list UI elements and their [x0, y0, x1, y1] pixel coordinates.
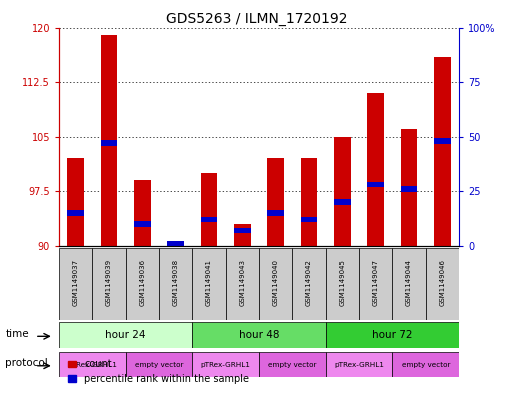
Bar	[401, 186, 418, 192]
Text: GSM1149037: GSM1149037	[73, 259, 78, 306]
Text: GSM1149045: GSM1149045	[340, 259, 345, 306]
Bar	[192, 248, 226, 320]
Text: GSM1149043: GSM1149043	[240, 259, 245, 306]
Bar	[334, 199, 351, 205]
Bar	[226, 248, 259, 320]
Bar	[259, 248, 292, 320]
Bar	[401, 129, 418, 246]
Text: empty vector: empty vector	[402, 362, 450, 367]
Text: protocol: protocol	[5, 358, 48, 368]
Text: GDS5263 / ILMN_1720192: GDS5263 / ILMN_1720192	[166, 12, 347, 26]
Bar	[267, 210, 284, 216]
Bar	[101, 140, 117, 146]
Bar	[92, 248, 126, 320]
Text: GSM1149046: GSM1149046	[440, 259, 445, 306]
Bar	[326, 322, 459, 348]
Bar	[167, 243, 184, 246]
Text: empty vector: empty vector	[135, 362, 183, 367]
Bar	[234, 228, 251, 233]
Text: pTRex-GRHL1: pTRex-GRHL1	[201, 362, 251, 367]
Text: GSM1149041: GSM1149041	[206, 259, 212, 306]
Bar	[126, 352, 192, 377]
Bar	[167, 241, 184, 246]
Bar	[392, 352, 459, 377]
Bar	[259, 352, 326, 377]
Bar	[301, 217, 318, 222]
Text: GSM1149036: GSM1149036	[140, 259, 145, 306]
Bar	[192, 352, 259, 377]
Bar	[101, 35, 117, 246]
Bar	[426, 248, 459, 320]
Bar	[434, 57, 451, 246]
Bar	[59, 352, 126, 377]
Bar	[267, 158, 284, 246]
Bar	[67, 158, 84, 246]
Text: GSM1149038: GSM1149038	[173, 259, 179, 306]
Text: GSM1149039: GSM1149039	[106, 259, 112, 306]
Bar	[326, 352, 392, 377]
Bar	[234, 224, 251, 246]
Text: GSM1149044: GSM1149044	[406, 259, 412, 306]
Bar	[301, 158, 318, 246]
Text: hour 72: hour 72	[372, 330, 412, 340]
Bar	[126, 248, 159, 320]
Bar	[367, 182, 384, 187]
Text: GSM1149042: GSM1149042	[306, 259, 312, 306]
Bar	[201, 173, 218, 246]
Bar	[359, 248, 392, 320]
Bar	[326, 248, 359, 320]
Bar	[392, 248, 426, 320]
Text: GSM1149040: GSM1149040	[273, 259, 279, 306]
Bar	[334, 136, 351, 246]
Bar	[201, 217, 218, 222]
Bar	[59, 322, 192, 348]
Text: hour 48: hour 48	[239, 330, 279, 340]
Bar	[367, 93, 384, 246]
Bar	[59, 248, 92, 320]
Text: empty vector: empty vector	[268, 362, 317, 367]
Legend: count, percentile rank within the sample: count, percentile rank within the sample	[64, 356, 253, 388]
Bar	[292, 248, 326, 320]
Text: pTRex-GRHL1: pTRex-GRHL1	[334, 362, 384, 367]
Text: time: time	[5, 329, 29, 339]
Bar	[134, 180, 151, 246]
Text: pTRex-GRHL1: pTRex-GRHL1	[67, 362, 117, 367]
Bar	[192, 322, 326, 348]
Bar	[67, 210, 84, 216]
Bar	[434, 138, 451, 144]
Bar	[159, 248, 192, 320]
Text: GSM1149047: GSM1149047	[373, 259, 379, 306]
Bar	[134, 221, 151, 226]
Text: hour 24: hour 24	[106, 330, 146, 340]
